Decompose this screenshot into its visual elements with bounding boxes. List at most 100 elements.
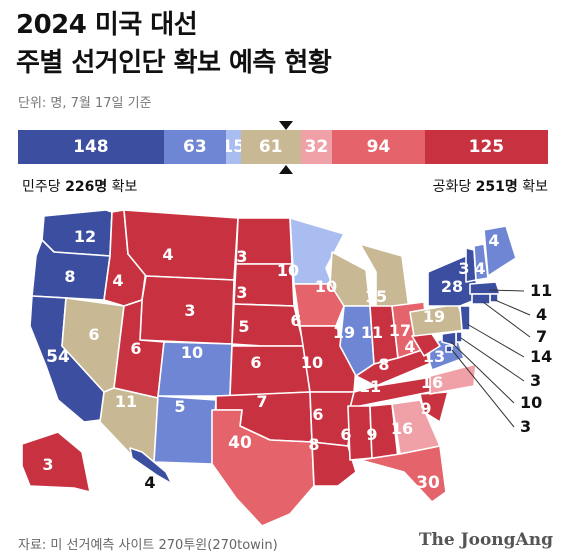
state-ev-label-ar: 6: [312, 405, 323, 424]
state-ks: 6: [229, 345, 311, 397]
state-wi: 10: [315, 251, 371, 307]
callout-line-dc: [451, 349, 515, 428]
state-ev-label-nc: 16: [421, 373, 443, 392]
state-mt: 4: [123, 209, 239, 281]
state-ev-label-wi: 10: [315, 277, 337, 296]
rep-party: 공화당: [432, 179, 472, 195]
title-line-1: 2024 미국 대선: [16, 10, 198, 40]
state-me: 4: [483, 225, 517, 277]
callout-line-ct: [482, 301, 531, 338]
rep-secured: 공화당 251명 확보: [433, 176, 548, 196]
state-hi: 4: [129, 447, 173, 492]
state-shape-nh: [473, 243, 489, 281]
rep-count: 251명: [475, 179, 518, 195]
state-ev-label-ut: 6: [130, 339, 141, 358]
state-fl: 30: [359, 445, 447, 503]
state-ev-label-or: 8: [64, 267, 75, 286]
state-shape-ak: [21, 431, 91, 493]
electoral-vote-bar: 148 63 15 61 32 94 125: [18, 130, 548, 164]
headline: 2024 미국 대선 주별 선거인단 확보 예측 현황: [16, 6, 332, 82]
state-shape-de: [455, 331, 463, 343]
state-ev-label-ri: 4: [536, 305, 547, 324]
state-ev-label-me: 4: [488, 231, 499, 250]
state-shape-ia: [293, 283, 345, 327]
state-shape-ks: [229, 345, 311, 397]
state-wy: 3: [139, 275, 235, 345]
state-ev-label-az: 11: [115, 392, 137, 411]
state-ak: 3: [21, 431, 91, 493]
state-ev-label-nm: 5: [174, 397, 185, 416]
state-shape-la: [311, 441, 357, 487]
state-ev-label-pa: 19: [423, 307, 445, 326]
callout-line-de: [460, 337, 525, 382]
state-ev-label-ks: 6: [250, 353, 261, 372]
state-ev-label-md: 10: [520, 393, 542, 412]
dem-count: 226명: [65, 179, 108, 195]
state-shape-dc: [445, 345, 453, 353]
state-shape-hi: [129, 447, 173, 485]
state-shape-me: [483, 225, 517, 277]
state-ev-label-oh: 17: [389, 321, 411, 340]
dem-suffix: 확보: [111, 179, 138, 195]
state-ev-label-dc: 3: [520, 417, 531, 436]
state-ev-label-ak: 3: [42, 455, 53, 474]
state-nj: 14: [459, 305, 552, 366]
dem-party: 민주당: [22, 179, 61, 195]
state-ev-label-mo: 10: [301, 353, 323, 372]
callout-line-ma: [488, 289, 525, 292]
state-ia: 6: [290, 283, 345, 330]
state-ma: 11: [469, 281, 552, 300]
state-ev-label-sc: 9: [420, 399, 431, 418]
state-dc: 3: [445, 345, 531, 436]
state-ev-label-co: 10: [181, 343, 203, 362]
state-in: 11: [361, 305, 399, 365]
state-ev-label-fl: 30: [416, 473, 440, 493]
state-mi: 15: [359, 243, 411, 317]
state-shape-ma: [469, 281, 501, 295]
state-ev-label-in: 11: [361, 323, 383, 342]
state-shape-nc: [429, 363, 477, 395]
dem-secured: 민주당 226명 확보: [22, 176, 137, 196]
state-nm: 5: [153, 395, 217, 465]
bar-segment-likely-d: 63: [163, 130, 226, 164]
state-ev-label-al: 9: [366, 425, 377, 444]
state-ev-label-id: 4: [112, 271, 123, 290]
state-wa: 12: [41, 209, 113, 257]
state-ev-label-ne: 5: [238, 317, 249, 336]
state-shape-mt: [123, 209, 239, 281]
callout-line-md: [450, 341, 515, 404]
source-note: 자료: 미 선거예측 사이트 270투윈(270towin): [18, 538, 278, 553]
state-mn: 10: [277, 217, 345, 285]
state-ev-label-nd: 3: [236, 247, 247, 266]
state-ev-label-hi: 4: [144, 473, 155, 492]
state-ev-label-ia: 6: [290, 311, 301, 330]
majority-marker-bottom: [279, 165, 293, 174]
callout-line-ri: [494, 299, 531, 316]
state-ev-label-ok: 7: [256, 392, 267, 411]
state-co: 10: [157, 341, 233, 397]
title-line-2: 주별 선거인단 확보 예측 현황: [16, 48, 332, 78]
state-ev-label-vt: 3: [458, 259, 469, 278]
state-ev-label-ms: 6: [340, 425, 351, 444]
state-shape-nj: [459, 305, 471, 331]
state-vt: 3: [458, 247, 477, 283]
state-ev-label-wa: 12: [74, 227, 96, 246]
state-ev-label-ct: 7: [536, 327, 547, 346]
bar-segment-lean-d: 15: [225, 130, 241, 164]
state-ev-label-de: 3: [530, 371, 541, 390]
state-az: 11: [99, 387, 159, 463]
state-ev-label-nj: 14: [530, 347, 552, 366]
state-ev-label-wy: 3: [184, 301, 195, 320]
state-ev-label-ca: 54: [46, 347, 70, 367]
bar-segment-likely-r: 94: [332, 130, 425, 164]
state-de: 3: [455, 331, 541, 390]
state-md: 10: [441, 331, 542, 412]
bar-segment-solid-r: 125: [424, 130, 548, 164]
state-il: 19: [333, 305, 375, 377]
state-ev-label-ky: 8: [378, 355, 389, 374]
state-nc: 16: [421, 363, 477, 395]
state-shape-mn: [289, 217, 345, 285]
state-nd: 3: [235, 217, 293, 266]
bar-segment-solid-d: 148: [18, 130, 164, 164]
